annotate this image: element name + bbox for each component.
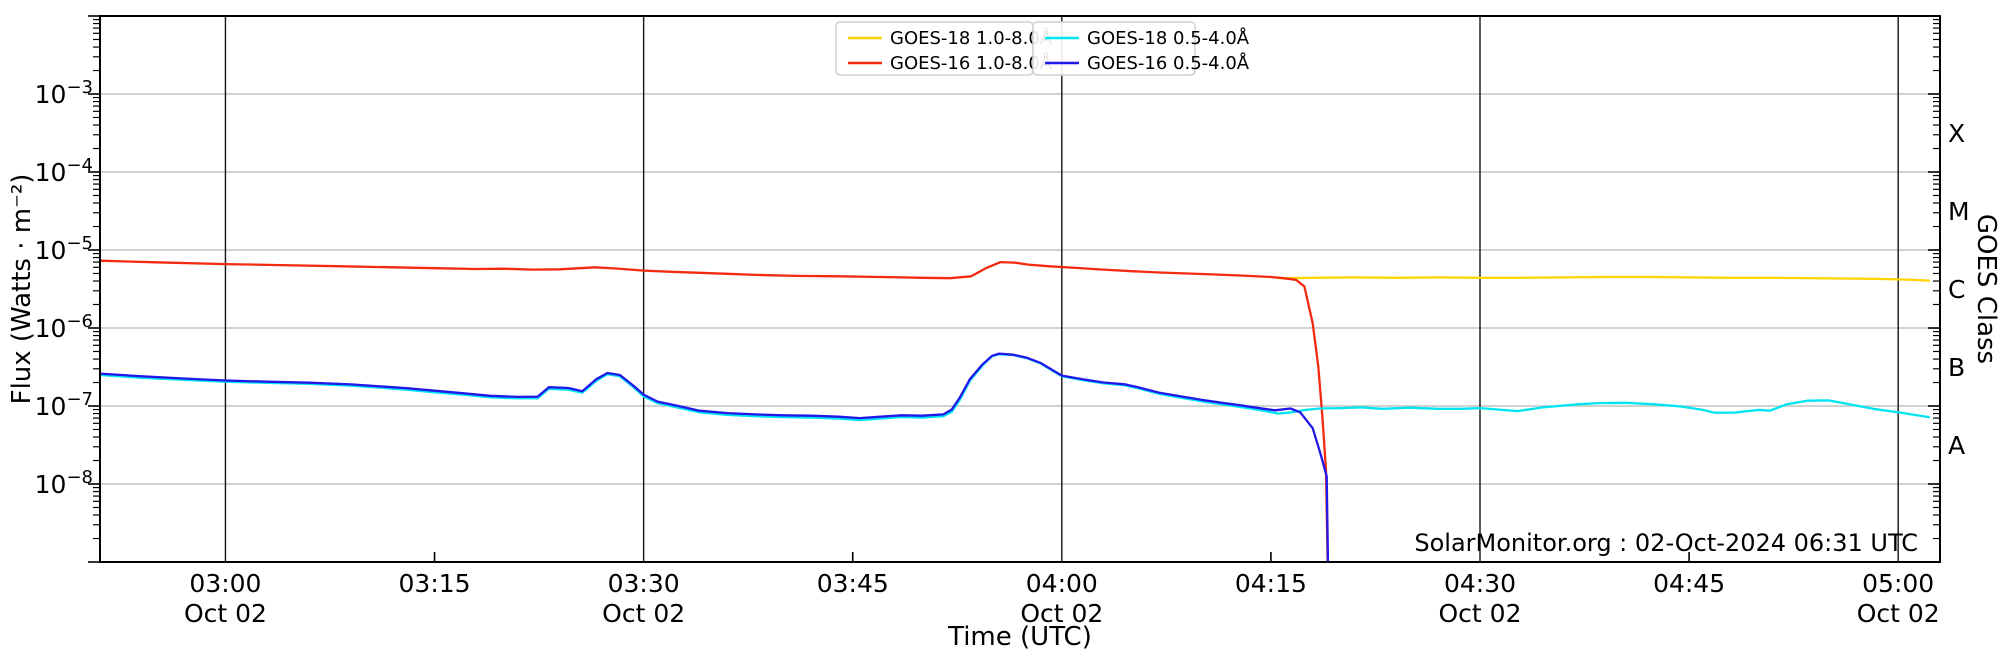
x-tick-label: 05:00 <box>1862 569 1934 598</box>
plot-border <box>99 15 1941 563</box>
y-axis-title: Flux (Watts · m⁻²) <box>7 174 37 405</box>
legend-entry-label: GOES-18 0.5-4.0Å <box>1087 27 1250 49</box>
x-tick-label: 03:15 <box>399 569 471 598</box>
x-tick-label: 04:15 <box>1235 569 1307 598</box>
legend-entry-label: GOES-18 1.0-8.0Å <box>890 27 1053 49</box>
y-tick-label: 10−5 <box>35 233 93 265</box>
goes-class-label: B <box>1948 353 1965 382</box>
x-tick-date-label: Oct 02 <box>184 599 267 628</box>
goes-class-label: C <box>1948 275 1965 304</box>
x-tick-label: 04:00 <box>1026 569 1098 598</box>
x-tick-date-label: Oct 02 <box>602 599 685 628</box>
legend-entry-label: GOES-16 1.0-8.0Å <box>890 52 1053 74</box>
x-tick-label: 03:30 <box>608 569 680 598</box>
series-line-goes16_long <box>100 259 1329 562</box>
x-axis-title: Time (UTC) <box>947 622 1092 650</box>
x-tick-label: 03:45 <box>817 569 889 598</box>
x-tick-date-label: Oct 02 <box>1439 599 1522 628</box>
x-tick-date-label: Oct 02 <box>1857 599 1940 628</box>
right-axis-title: GOES Class <box>1971 214 2000 364</box>
series-line-goes16_short <box>100 352 1330 562</box>
x-tick-label: 04:45 <box>1653 569 1725 598</box>
legend-box <box>1032 21 1196 76</box>
goes-class-label: X <box>1948 119 1965 148</box>
x-tick-date-label: Oct 02 <box>1020 599 1103 628</box>
goes-class-label: M <box>1948 197 1970 226</box>
x-tick-label: 04:30 <box>1444 569 1516 598</box>
x-tick-label: 03:00 <box>189 569 261 598</box>
watermark-text: SolarMonitor.org : 02-Oct-2024 06:31 UTC <box>1414 529 1918 557</box>
legend-entry-label: GOES-16 0.5-4.0Å <box>1087 52 1250 74</box>
series-line-goes18_long <box>1278 275 1930 282</box>
goes-class-label: A <box>1948 431 1965 460</box>
